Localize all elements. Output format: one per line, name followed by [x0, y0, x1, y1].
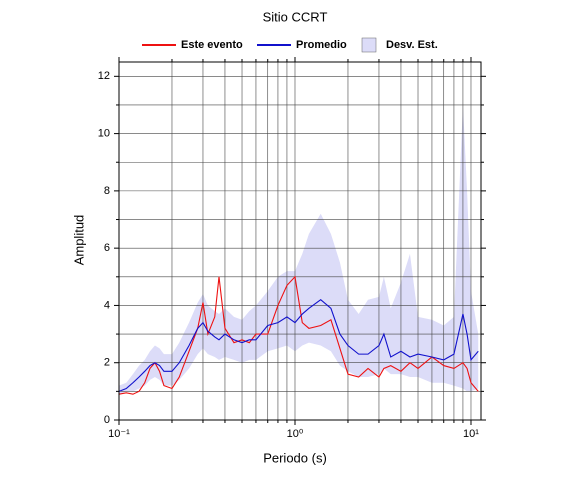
y-tick-label: 4: [104, 299, 110, 311]
y-tick-label: 0: [104, 414, 110, 426]
legend-label: Este evento: [181, 39, 243, 51]
y-tick-label: 2: [104, 357, 110, 369]
chart-title: Sitio CCRT: [263, 9, 328, 24]
plot-frame: [118, 61, 482, 421]
y-tick-label: 12: [98, 70, 110, 82]
x-tick-label: 10⁻¹: [108, 428, 130, 440]
y-axis-label: Amplitud: [71, 215, 86, 266]
x-tick-label: 10¹: [463, 428, 479, 440]
y-tick-label: 10: [98, 128, 110, 140]
y-tick-label: 8: [104, 185, 110, 197]
std-band: [119, 104, 479, 395]
legend-label: Desv. Est.: [386, 39, 438, 51]
legend-label: Promedio: [296, 39, 347, 51]
series-line: [118, 275, 479, 395]
y-tick-label: 6: [104, 242, 110, 254]
x-axis-label: Periodo (s): [263, 450, 327, 465]
x-tick-label: 10⁰: [287, 428, 304, 440]
legend-swatch: [361, 37, 377, 53]
series-line: [118, 299, 479, 392]
